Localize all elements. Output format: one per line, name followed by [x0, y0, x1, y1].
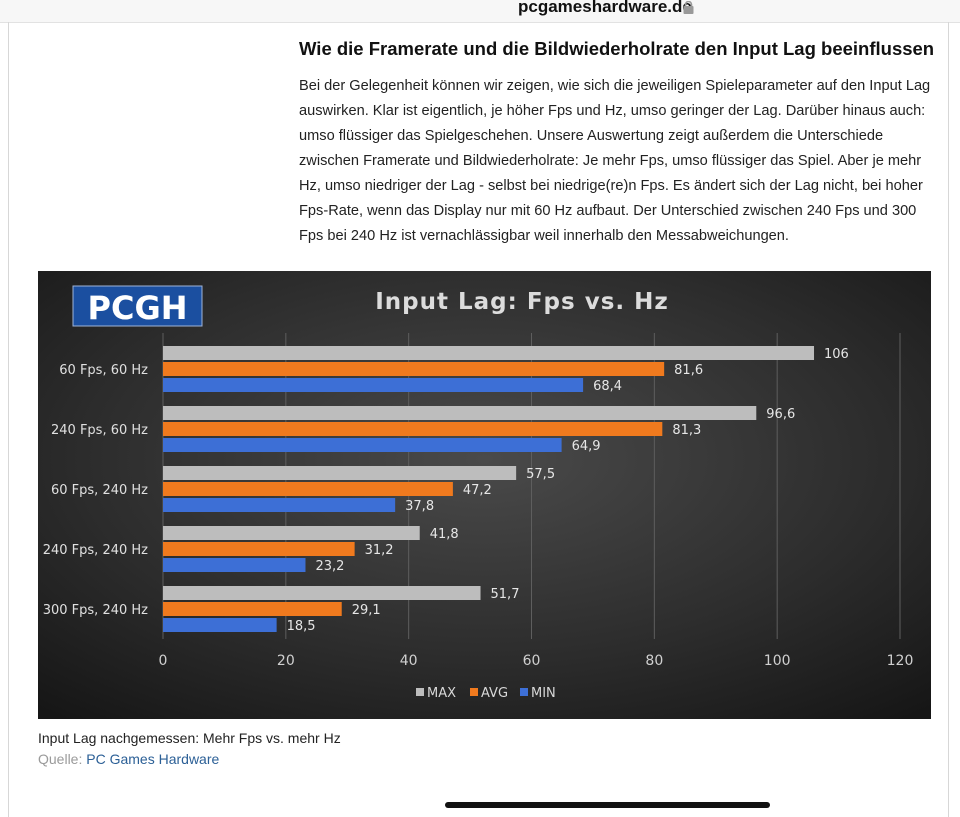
legend-swatch-avg: [470, 688, 478, 696]
y-category-label: 240 Fps, 240 Hz: [43, 543, 148, 558]
figure-caption: Input Lag nachgemessen: Mehr Fps vs. meh…: [38, 730, 341, 746]
page-border-right: [948, 22, 949, 817]
bar-min: [163, 618, 277, 632]
bar-avg: [163, 482, 453, 496]
bar-max: [163, 526, 420, 540]
bar-value-label: 106: [824, 347, 849, 362]
bar-max: [163, 346, 815, 360]
chart-axis-labels: 0 20 40 60 80 100 120 60 Fps, 60 Hz 240 Fps, 60 …: [43, 363, 914, 669]
bar-max: [163, 586, 481, 600]
page-border-left: [8, 22, 9, 817]
home-indicator[interactable]: [445, 802, 770, 808]
bar-value-label: 37,8: [405, 499, 434, 514]
source-link[interactable]: PC Games Hardware: [86, 751, 220, 767]
browser-address-bar[interactable]: pcgameshardware.de: [0, 0, 960, 23]
bar-min: [163, 498, 396, 512]
legend-label-avg: AVG: [481, 686, 508, 701]
bar-value-label: 29,1: [352, 603, 381, 618]
bar-value-label: 64,9: [572, 439, 601, 454]
bar-avg: [163, 542, 355, 556]
pcgh-logo-text: PCGH: [88, 289, 188, 327]
bar-value-label: 31,2: [365, 543, 394, 558]
chart-canvas: PCGH Input Lag: Fps vs. Hz 106 81,6 68,4 96…: [38, 271, 931, 719]
bar-value-label: 41,8: [430, 527, 459, 542]
y-category-label: 60 Fps, 240 Hz: [51, 483, 148, 498]
x-tick-label: 120: [887, 653, 914, 669]
y-category-label: 300 Fps, 240 Hz: [43, 603, 148, 618]
legend-label-max: MAX: [427, 686, 456, 701]
bar-avg: [163, 602, 342, 616]
bar-value-label: 18,5: [287, 619, 316, 634]
x-tick-label: 40: [400, 653, 418, 669]
bar-min: [163, 558, 306, 572]
article-paragraph: Bei der Gelegenheit können wir zeigen, w…: [299, 78, 931, 244]
bar-min: [163, 378, 584, 392]
legend-swatch-max: [416, 688, 424, 696]
x-tick-label: 100: [764, 653, 791, 669]
bar-value-label: 57,5: [526, 467, 555, 482]
bar-value-label: 51,7: [491, 587, 520, 602]
y-category-label: 60 Fps, 60 Hz: [59, 363, 148, 378]
chart-legend: MAX AVG MIN: [416, 686, 556, 701]
legend-label-min: MIN: [531, 686, 556, 701]
input-lag-chart[interactable]: PCGH Input Lag: Fps vs. Hz 106 81,6 68,4 96…: [38, 271, 931, 719]
bar-value-label: 81,3: [672, 423, 701, 438]
x-tick-label: 20: [277, 653, 295, 669]
bar-value-label: 81,6: [674, 363, 703, 378]
bar-max: [163, 466, 517, 480]
chart-bars: 106 81,6 68,4 96,6 81,3 64,9 57,5 47,2 37,8 41,8 3…: [163, 346, 849, 634]
y-category-label: 240 Fps, 60 Hz: [51, 423, 148, 438]
article-headline: Wie die Framerate und die Bildwiederholr…: [299, 38, 935, 59]
bar-value-label: 96,6: [766, 407, 795, 422]
chart-title: Input Lag: Fps vs. Hz: [375, 289, 669, 315]
x-tick-label: 80: [645, 653, 663, 669]
bar-max: [163, 406, 757, 420]
bar-avg: [163, 362, 665, 376]
x-tick-label: 0: [159, 653, 168, 669]
bar-value-label: 47,2: [463, 483, 492, 498]
bar-avg: [163, 422, 663, 436]
bar-min: [163, 438, 562, 452]
lock-icon: [683, 1, 694, 14]
site-domain[interactable]: pcgameshardware.de: [518, 0, 692, 16]
x-tick-label: 60: [523, 653, 541, 669]
source-label: Quelle:: [38, 751, 83, 767]
bar-value-label: 23,2: [315, 559, 344, 574]
pcgh-logo: PCGH: [72, 285, 203, 327]
bar-value-label: 68,4: [593, 379, 622, 394]
legend-swatch-min: [520, 688, 528, 696]
figure-source: Quelle: PC Games Hardware: [38, 751, 219, 767]
